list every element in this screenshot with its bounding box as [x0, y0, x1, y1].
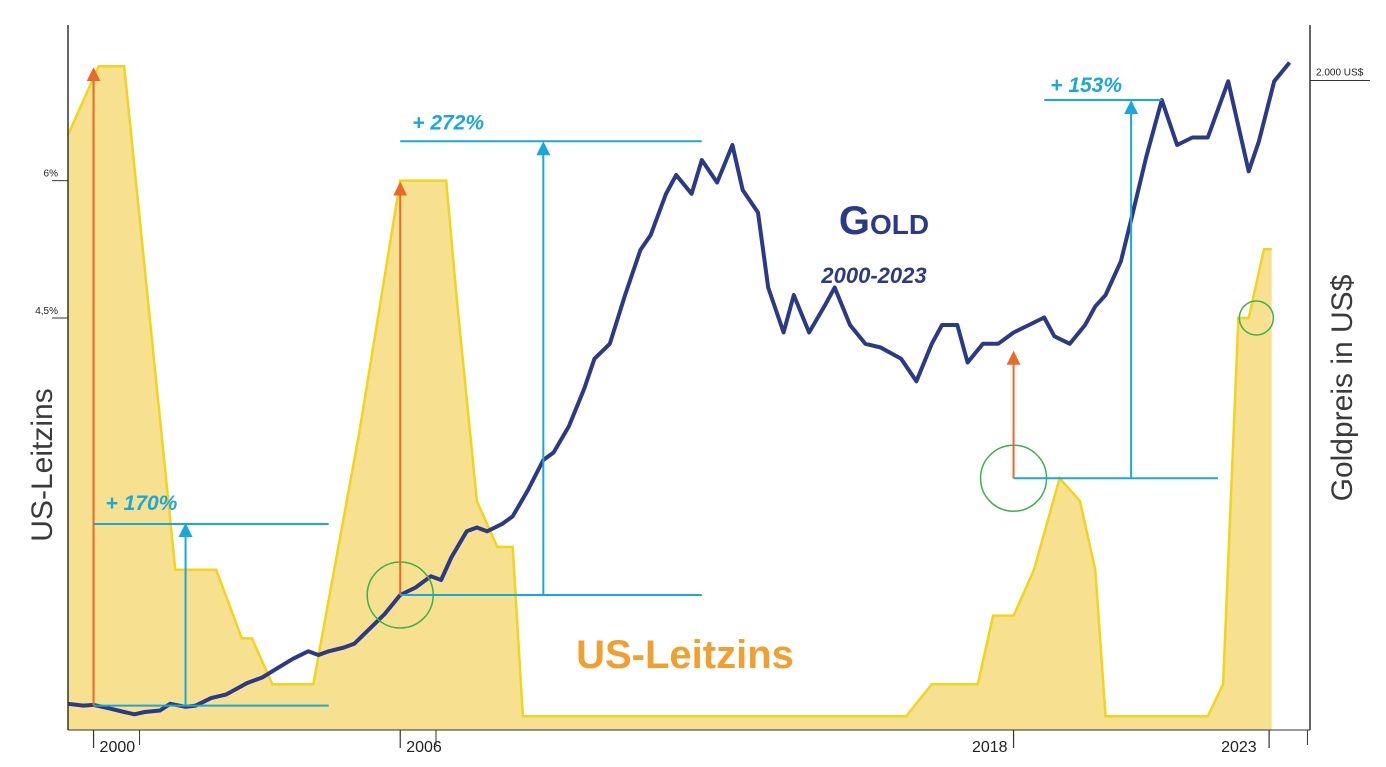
- gold-price-line: [67, 61, 1292, 717]
- chart-title: Gold: [839, 199, 929, 243]
- gold-line-layer: [67, 61, 1292, 717]
- tick-layer: 2000 2006 2018 2023 6% 4,5% 2.000 US$: [35, 68, 1370, 756]
- x-tick-label-2023: 2023: [1221, 739, 1257, 756]
- rate-area-outline: [66, 64, 1272, 718]
- left-tick-label: 4,5%: [35, 306, 58, 317]
- rate-series-label: US-Leitzins: [576, 633, 794, 677]
- y-axis-label-right: Goldpreis in US$: [1326, 274, 1359, 501]
- x-tick-label-2006: 2006: [406, 739, 442, 756]
- gain-label-2018: + 153%: [1050, 74, 1122, 97]
- gain-label-2000: + 170%: [106, 492, 178, 515]
- left-tick-label: 6%: [44, 169, 59, 180]
- chart-subtitle: 2000-2023: [820, 263, 926, 288]
- right-tick-label: 2.000 US$: [1316, 68, 1364, 79]
- highlight-circle-2023: [1238, 300, 1275, 336]
- annotation-layer: + 170% + 272% + 153%: [86, 67, 1275, 707]
- x-tick-label-2000: 2000: [100, 739, 136, 756]
- gain-label-2006: + 272%: [412, 111, 484, 134]
- rate-area: [68, 66, 1272, 730]
- y-axis-label-left: US-Leitzins: [26, 388, 59, 541]
- rate-area-layer: [66, 64, 1272, 730]
- x-tick-label-2018: 2018: [972, 739, 1008, 756]
